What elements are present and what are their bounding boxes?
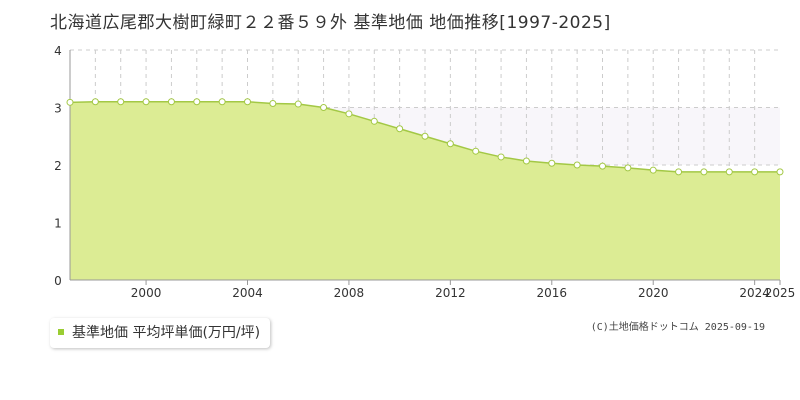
- data-point: [548, 159, 556, 167]
- data-point: [624, 164, 632, 172]
- x-tick-label: 2025: [765, 286, 796, 300]
- data-point: [218, 98, 226, 106]
- chart-title: 北海道広尾郡大樹町緑町２２番５９外 基準地価 地価推移[1997-2025]: [50, 13, 611, 33]
- legend-label: 基準地価 平均坪単価(万円/坪): [72, 325, 261, 341]
- x-tick-label: 2016: [537, 286, 568, 300]
- data-point: [320, 104, 328, 111]
- data-point: [776, 168, 784, 176]
- y-tick-label: 2: [54, 159, 62, 173]
- data-point: [167, 98, 175, 106]
- data-point: [117, 98, 125, 106]
- legend-swatch: [58, 329, 64, 335]
- data-point: [446, 140, 454, 148]
- data-point: [725, 168, 733, 176]
- copyright-credit: (C)土地価格ドットコム 2025-09-19: [590, 322, 765, 333]
- data-point: [269, 99, 277, 107]
- data-point: [294, 100, 302, 108]
- x-tick-label: 2020: [638, 286, 669, 300]
- data-point: [573, 161, 581, 169]
- data-point: [244, 98, 251, 106]
- data-point: [522, 157, 530, 165]
- x-tick-label: 2000: [131, 286, 162, 300]
- data-point: [66, 98, 74, 106]
- data-point: [700, 168, 708, 176]
- data-point: [675, 168, 683, 176]
- y-tick-label: 0: [54, 274, 62, 288]
- x-tick-label: 2012: [435, 286, 466, 300]
- data-point: [649, 166, 657, 174]
- data-point: [193, 98, 201, 106]
- data-point: [751, 168, 759, 176]
- data-point: [142, 98, 150, 106]
- data-point: [370, 117, 378, 125]
- y-tick-label: 4: [54, 44, 62, 58]
- x-tick-label: 2004: [232, 286, 263, 300]
- data-point: [91, 98, 99, 106]
- data-point: [396, 125, 404, 133]
- data-point: [599, 162, 606, 170]
- data-point: [472, 147, 480, 155]
- data-point: [497, 153, 505, 161]
- data-point: [421, 132, 429, 140]
- data-point: [345, 110, 353, 118]
- series-area: [70, 101, 780, 280]
- x-tick-label: 2024: [739, 286, 770, 300]
- x-tick-label: 2008: [334, 286, 365, 300]
- legend: 基準地価 平均坪単価(万円/坪): [50, 318, 271, 348]
- y-tick-label: 3: [54, 102, 62, 116]
- y-tick-label: 1: [54, 217, 62, 231]
